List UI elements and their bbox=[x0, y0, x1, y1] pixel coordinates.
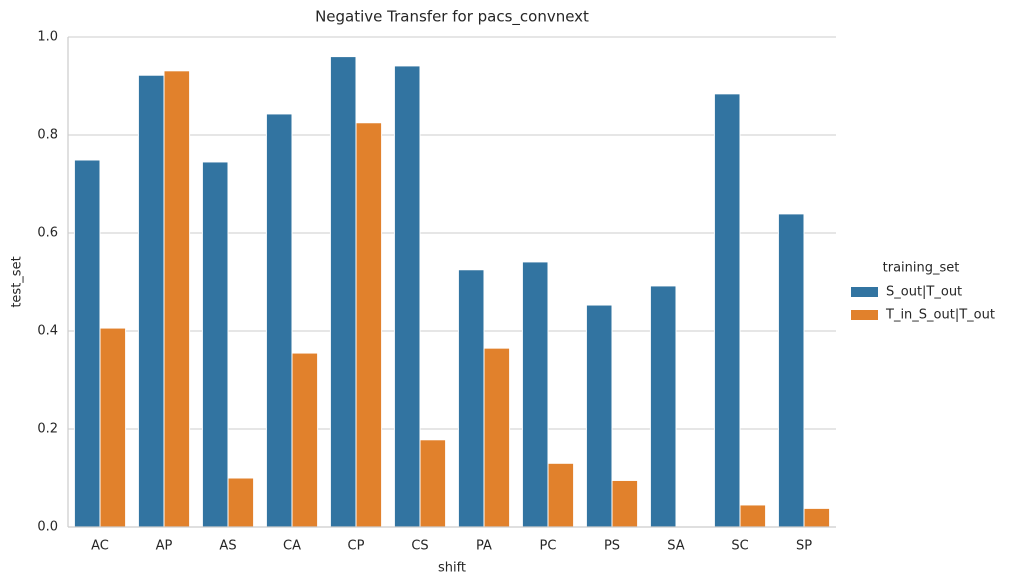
x-tick-label: PA bbox=[476, 539, 492, 554]
y-tick-label: 0.2 bbox=[37, 422, 58, 437]
x-tick-label: AP bbox=[156, 539, 173, 554]
bar bbox=[393, 65, 421, 528]
bar bbox=[739, 504, 767, 528]
x-tick-label: AS bbox=[219, 539, 236, 554]
bar bbox=[803, 507, 831, 528]
x-tick-label: SA bbox=[667, 539, 684, 554]
x-tick-label: AC bbox=[91, 539, 109, 554]
legend-title: training_set bbox=[883, 261, 960, 276]
y-tick-label: 0.8 bbox=[37, 128, 58, 143]
x-tick-label: PS bbox=[604, 539, 620, 554]
x-tick-label: PC bbox=[540, 539, 557, 554]
bar bbox=[585, 304, 613, 528]
chart-title: Negative Transfer for pacs_convnext bbox=[315, 8, 589, 27]
bar bbox=[355, 122, 383, 528]
y-tick-label: 0.6 bbox=[37, 226, 58, 241]
bar bbox=[713, 93, 741, 528]
x-tick-label: CP bbox=[348, 539, 365, 554]
bar bbox=[73, 159, 101, 528]
bar bbox=[611, 479, 639, 528]
y-tick-label: 0.0 bbox=[37, 520, 58, 535]
bar bbox=[547, 462, 575, 528]
x-tick-label: CS bbox=[411, 539, 428, 554]
bar bbox=[265, 113, 293, 528]
bar bbox=[329, 56, 357, 528]
bar bbox=[227, 477, 255, 528]
bar bbox=[291, 352, 319, 528]
x-tick-label: SC bbox=[731, 539, 748, 554]
legend-swatch bbox=[851, 287, 878, 297]
bar bbox=[521, 261, 549, 528]
bar bbox=[649, 285, 677, 528]
bar bbox=[137, 74, 165, 528]
x-tick-label: SP bbox=[796, 539, 812, 554]
bar bbox=[777, 213, 805, 528]
bar bbox=[201, 161, 229, 528]
y-axis-label: test_set bbox=[10, 256, 25, 307]
y-tick-label: 1.0 bbox=[37, 30, 58, 45]
bar bbox=[419, 439, 447, 528]
bar bbox=[163, 70, 191, 528]
legend-label: T_in_S_out|T_out bbox=[885, 308, 995, 323]
legend-swatch bbox=[851, 310, 878, 320]
x-tick-label: CA bbox=[283, 539, 301, 554]
x-axis-label: shift bbox=[438, 561, 466, 576]
bar bbox=[457, 269, 485, 528]
bar bbox=[483, 347, 511, 528]
bar bbox=[99, 327, 127, 528]
y-tick-label: 0.4 bbox=[37, 324, 58, 339]
legend-label: S_out|T_out bbox=[886, 285, 962, 300]
